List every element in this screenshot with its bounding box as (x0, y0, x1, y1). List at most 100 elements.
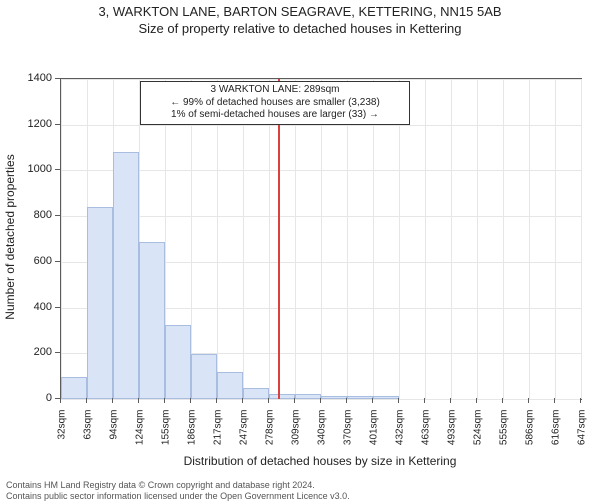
histogram-bar (217, 372, 243, 399)
annotation-box: 3 WARKTON LANE: 289sqm ← 99% of detached… (140, 81, 410, 125)
histogram-bar (269, 394, 295, 399)
x-tick-label: 124sqm (135, 410, 146, 460)
y-tick-label: 800 (12, 209, 52, 221)
marker-line (278, 79, 280, 399)
grid-line-vertical (269, 79, 270, 399)
grid-line-vertical (61, 79, 62, 399)
footer-line-1: Contains HM Land Registry data © Crown c… (6, 480, 594, 491)
y-tick-mark (55, 307, 60, 308)
grid-line-vertical (191, 79, 192, 399)
grid-line-vertical (243, 79, 244, 399)
x-tick-mark (164, 398, 165, 403)
x-tick-label: 247sqm (239, 410, 250, 460)
x-tick-mark (86, 398, 87, 403)
grid-line-vertical (581, 79, 582, 399)
x-tick-mark (320, 398, 321, 403)
histogram-bar (139, 242, 165, 399)
chart-container: Number of detached properties Distributi… (0, 38, 600, 438)
histogram-bar (191, 354, 217, 399)
histogram-bar (165, 325, 191, 399)
x-tick-mark (502, 398, 503, 403)
x-tick-mark (112, 398, 113, 403)
histogram-bar (347, 396, 373, 399)
x-tick-label: 555sqm (499, 410, 510, 460)
grid-line-vertical (529, 79, 530, 399)
histogram-bar (113, 152, 139, 399)
annotation-line-1: 3 WARKTON LANE: 289sqm (145, 84, 405, 97)
y-tick-label: 400 (12, 301, 52, 313)
x-tick-mark (138, 398, 139, 403)
histogram-bar (321, 396, 347, 399)
x-tick-label: 63sqm (83, 410, 94, 460)
x-tick-mark (528, 398, 529, 403)
x-tick-label: 217sqm (213, 410, 224, 460)
x-tick-label: 463sqm (421, 410, 432, 460)
x-tick-mark (398, 398, 399, 403)
grid-line-vertical (425, 79, 426, 399)
x-tick-mark (294, 398, 295, 403)
y-tick-label: 1000 (12, 163, 52, 175)
chart-title-sub: Size of property relative to detached ho… (0, 21, 600, 36)
x-tick-mark (372, 398, 373, 403)
x-tick-label: 524sqm (473, 410, 484, 460)
x-tick-label: 493sqm (447, 410, 458, 460)
grid-line-vertical (451, 79, 452, 399)
y-tick-mark (55, 124, 60, 125)
footer-attribution: Contains HM Land Registry data © Crown c… (6, 480, 594, 502)
y-tick-mark (55, 169, 60, 170)
chart-title-main: 3, WARKTON LANE, BARTON SEAGRAVE, KETTER… (0, 4, 600, 19)
x-tick-label: 432sqm (395, 410, 406, 460)
grid-line-vertical (399, 79, 400, 399)
grid-line-vertical (347, 79, 348, 399)
x-tick-mark (268, 398, 269, 403)
x-tick-mark (216, 398, 217, 403)
x-tick-label: 186sqm (187, 410, 198, 460)
y-tick-label: 0 (12, 392, 52, 404)
x-tick-label: 616sqm (551, 410, 562, 460)
grid-line-horizontal (61, 170, 581, 171)
histogram-bar (87, 207, 113, 399)
footer-line-2: Contains public sector information licen… (6, 491, 594, 502)
y-tick-label: 600 (12, 255, 52, 267)
x-tick-mark (346, 398, 347, 403)
grid-line-horizontal (61, 79, 581, 80)
x-tick-mark (554, 398, 555, 403)
x-tick-label: 586sqm (525, 410, 536, 460)
grid-line-vertical (217, 79, 218, 399)
y-tick-mark (55, 261, 60, 262)
x-tick-mark (450, 398, 451, 403)
y-tick-label: 1400 (12, 72, 52, 84)
grid-line-vertical (477, 79, 478, 399)
y-tick-mark (55, 352, 60, 353)
annotation-line-3: 1% of semi-detached houses are larger (3… (145, 109, 405, 122)
grid-line-horizontal (61, 125, 581, 126)
x-tick-mark (190, 398, 191, 403)
histogram-bar (243, 388, 269, 399)
plot-area (60, 78, 582, 400)
x-tick-label: 155sqm (161, 410, 172, 460)
x-tick-label: 278sqm (265, 410, 276, 460)
grid-line-vertical (555, 79, 556, 399)
x-tick-label: 401sqm (369, 410, 380, 460)
x-tick-mark (424, 398, 425, 403)
grid-line-vertical (503, 79, 504, 399)
x-tick-label: 340sqm (317, 410, 328, 460)
grid-line-vertical (295, 79, 296, 399)
y-tick-label: 1200 (12, 118, 52, 130)
x-tick-label: 94sqm (109, 410, 120, 460)
histogram-bar (61, 377, 87, 399)
annotation-line-2: ← 99% of detached houses are smaller (3,… (145, 97, 405, 110)
x-tick-mark (242, 398, 243, 403)
y-tick-mark (55, 78, 60, 79)
x-tick-label: 647sqm (577, 410, 588, 460)
histogram-bar (373, 396, 399, 399)
histogram-bar (295, 394, 321, 399)
x-tick-mark (60, 398, 61, 403)
x-tick-label: 370sqm (343, 410, 354, 460)
grid-line-vertical (321, 79, 322, 399)
y-tick-label: 200 (12, 346, 52, 358)
x-tick-label: 309sqm (291, 410, 302, 460)
grid-line-horizontal (61, 399, 581, 400)
grid-line-horizontal (61, 216, 581, 217)
x-tick-mark (580, 398, 581, 403)
